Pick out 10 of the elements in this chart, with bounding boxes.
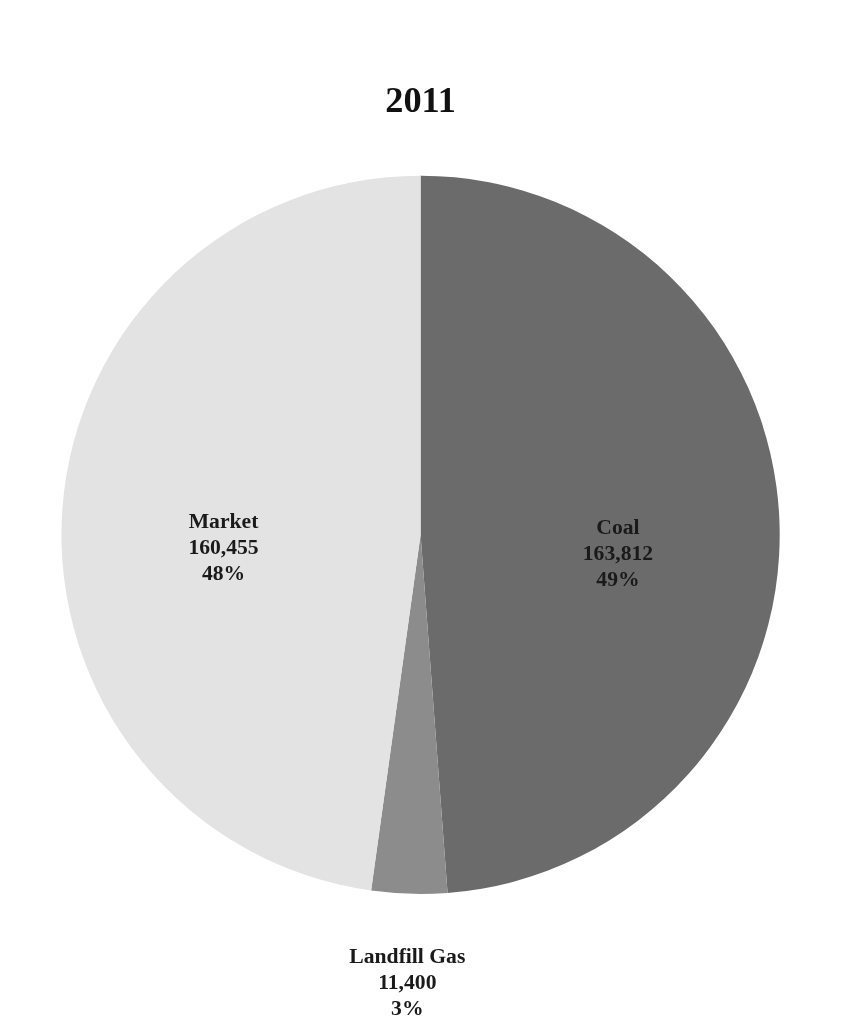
slice-label: Market	[188, 509, 260, 534]
data-label: 11,400 3%	[378, 969, 437, 1020]
pie-slice	[420, 175, 780, 893]
pie-slice	[62, 175, 421, 891]
chart-title: 2011	[385, 79, 456, 120]
pie-slice	[371, 534, 448, 894]
data-label: 160,455 48%	[188, 535, 259, 586]
data-label: 163,812 49%	[582, 541, 654, 592]
slice-label: Coal	[596, 515, 640, 540]
slice-label: Landfill Gas	[349, 943, 466, 968]
